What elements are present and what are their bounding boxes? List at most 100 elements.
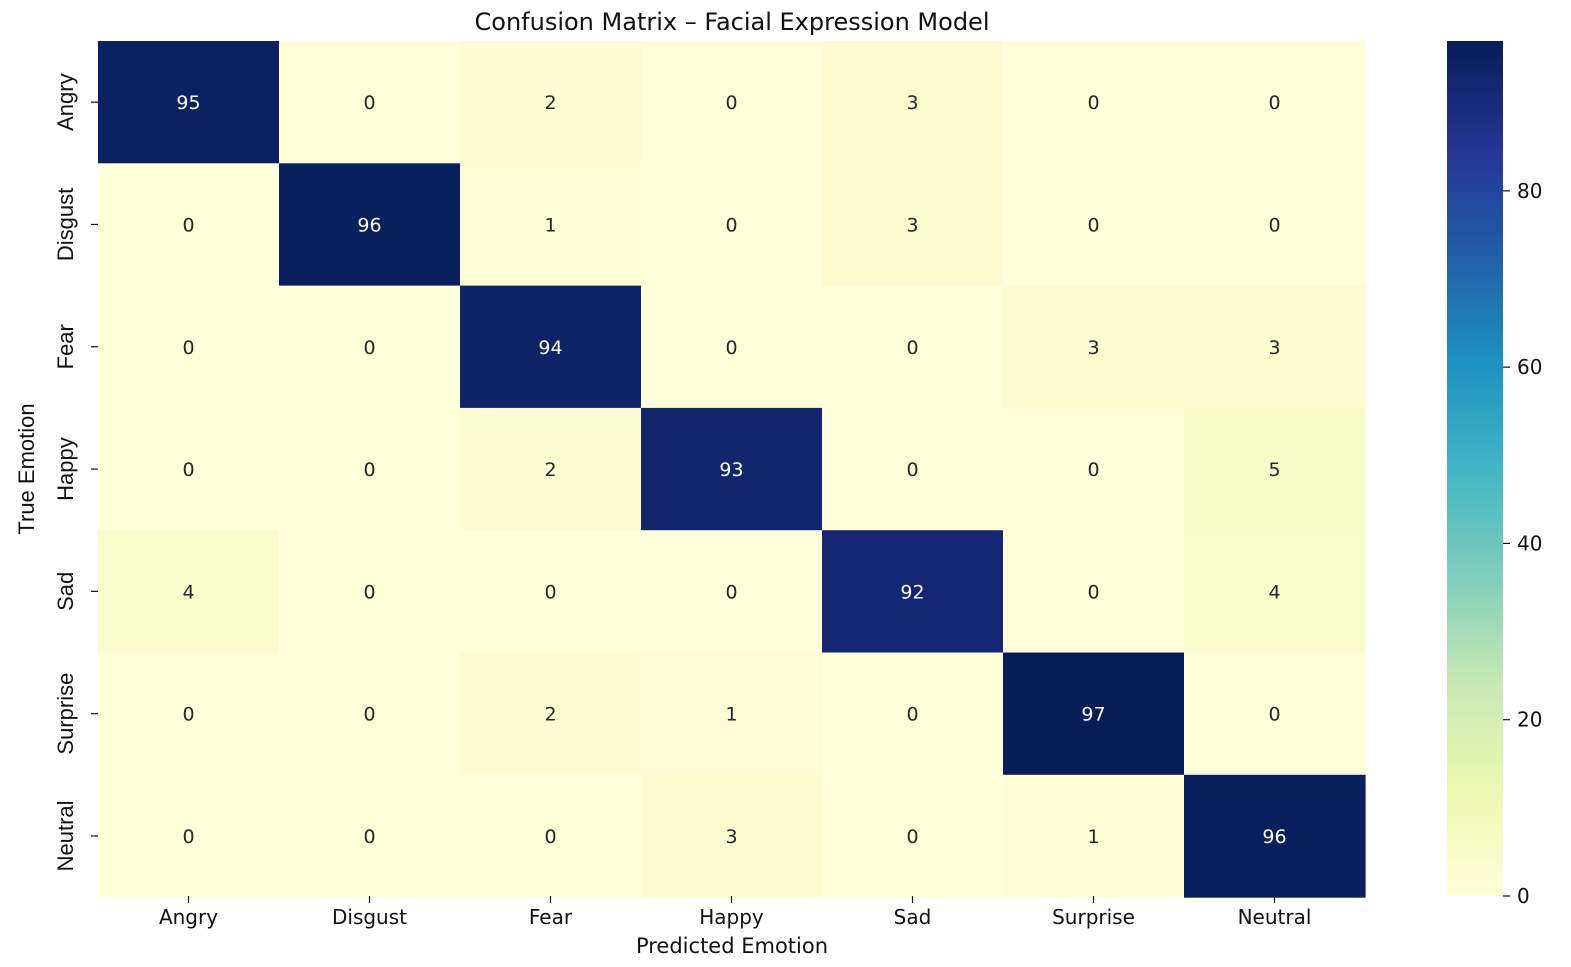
y-tick-label: Happy [53,437,78,501]
cell-value-label: 0 [363,704,375,726]
heatmap-cell [641,285,823,409]
cell-value-label: 95 [176,92,200,114]
cell-value-label: 0 [544,826,556,848]
heatmap-cell [822,41,1004,164]
colorbar: 0 20 40 60 80 [1447,41,1542,908]
heatmap-cell [1003,530,1185,654]
cell-value-label: 3 [906,92,918,114]
x-axis-label: Predicted Emotion [636,934,828,958]
heatmap-cell [822,774,1004,898]
cell-value-label: 0 [182,704,194,726]
cell-value-label: 0 [906,826,918,848]
y-tick-label: Surprise [53,673,78,755]
cell-value-label: 0 [363,826,375,848]
cell-value-label: 0 [182,337,194,359]
cell-value-label: 97 [1081,704,1105,726]
heatmap-cell [1184,774,1366,898]
heatmap-cell [1003,652,1185,776]
heatmap-cell [641,774,823,898]
heatmap-cell [279,285,461,409]
cell-value-label: 96 [357,214,381,236]
colorbar-gradient [1447,41,1503,896]
y-axis-label: True Emotion [14,403,39,534]
cell-value-label: 0 [182,826,194,848]
heatmap-cell [641,652,823,776]
cell-value-label: 0 [725,214,737,236]
heatmap-cell [98,163,280,287]
cell-value-label: 3 [725,826,737,848]
cell-value-label: 0 [906,337,918,359]
heatmap-cell [822,530,1004,654]
cell-value-label: 0 [1087,581,1099,603]
heatmap-cell [822,407,1004,531]
heatmap-cell [460,530,642,654]
heatmap-cell [1184,530,1366,654]
cell-value-label: 0 [1087,214,1099,236]
x-tick-label: Disgust [332,905,407,929]
heatmap-cell [460,652,642,776]
x-tick-label: Neutral [1238,905,1312,929]
heatmap-cell [1003,407,1185,531]
heatmap-cell [98,774,280,898]
heatmap-cell [1003,41,1185,164]
cell-value-label: 3 [1087,337,1099,359]
heatmap-cell [98,530,280,654]
cell-value-label: 0 [363,459,375,481]
x-tick-label: Angry [159,905,218,929]
colorbar-tick-label: 80 [1517,179,1542,203]
heatmap-cell [279,41,461,164]
cell-value-label: 4 [182,581,194,603]
cell-value-label: 0 [906,704,918,726]
heatmap-cell [460,163,642,287]
heatmap-cell [822,163,1004,287]
cell-value-label: 0 [1268,214,1280,236]
cell-value-label: 2 [544,92,556,114]
heatmap-cell [1184,407,1366,531]
heatmap-cell [641,41,823,164]
heatmap-cell [279,530,461,654]
cell-value-label: 0 [182,459,194,481]
heatmap-cell [460,41,642,164]
y-axis-ticks: Angry Disgust Fear Happy Sad Surprise Neutral [53,73,98,871]
chart-title: Confusion Matrix – Facial Expression Mod… [475,8,990,36]
cell-value-label: 0 [363,92,375,114]
y-tick-label: Fear [53,324,78,369]
y-tick-label: Sad [53,572,78,611]
heatmap-cell [460,774,642,898]
heatmap-cell [1184,163,1366,287]
heatmap-cell [1003,285,1185,409]
cell-value-label: 0 [725,581,737,603]
y-tick-label: Neutral [53,800,78,871]
heatmap-cell [279,774,461,898]
cell-value-label: 0 [544,581,556,603]
cell-value-label: 3 [1268,337,1280,359]
cell-value-label: 96 [1262,826,1286,848]
heatmap-cell [460,285,642,409]
colorbar-tick-label: 20 [1517,708,1542,732]
x-tick-label: Happy [699,905,764,929]
heatmap-cell [279,652,461,776]
colorbar-tick-label: 40 [1517,531,1542,555]
cell-value-label: 0 [363,337,375,359]
heatmap-cell [460,407,642,531]
cell-value-label: 1 [1087,826,1099,848]
cell-value-label: 3 [906,214,918,236]
colorbar-tick-label: 60 [1517,355,1542,379]
heatmap-cell [1184,41,1366,164]
cell-value-label: 0 [1087,92,1099,114]
heatmap-cell [98,41,280,164]
cell-value-label: 0 [1268,92,1280,114]
colorbar-tick-label: 0 [1517,884,1530,908]
cell-value-label: 92 [900,581,924,603]
cell-value-label: 4 [1268,581,1280,603]
heatmap-cell [1184,285,1366,409]
heatmap-cell [279,163,461,287]
heatmap-cell [98,285,280,409]
x-axis-ticks: Angry Disgust Fear Happy Sad Surprise Neutral [159,896,1311,929]
heatmap-cell [279,407,461,531]
cell-value-label: 5 [1268,459,1280,481]
heatmap-cell [641,163,823,287]
cell-value-label: 2 [544,459,556,481]
heatmap-cell [1184,652,1366,776]
